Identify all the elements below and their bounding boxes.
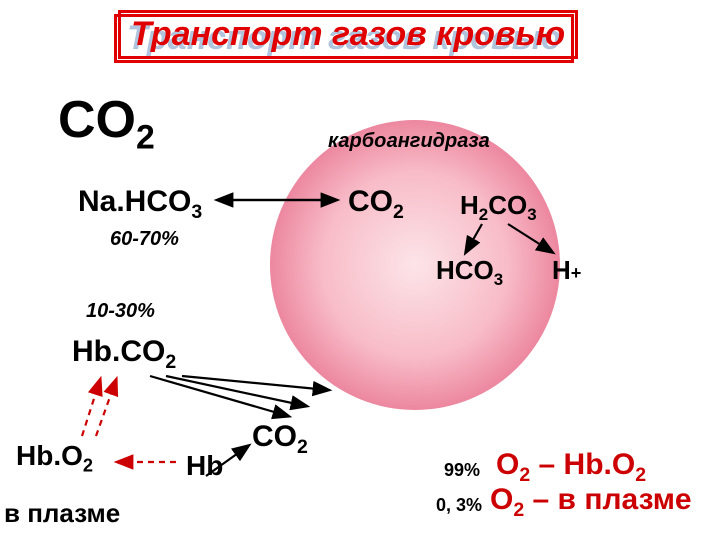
label-hbo2: Hb.O2 [16,440,93,477]
label-hb: Hb [186,450,223,482]
label-pct-99: 99% [444,460,480,481]
title-front: Транспорт газов кровью [118,10,578,59]
label-pct-60-70: 60-70% [110,228,179,251]
label-hplus: H+ [552,255,581,286]
label-o2-plazme: O2 – в плазме [490,483,692,522]
label-pct-03: 0, 3% [436,495,482,516]
label-v-plazme: в плазме [4,498,120,529]
title-front-text: Транспорт газов кровью [131,15,565,53]
label-hco3: HCO3 [436,255,503,290]
label-h2co3: H2CO3 [460,190,537,225]
label-carboanhydrase: карбоангидраза [328,130,490,153]
label-nahco3: Na.HCO3 [78,185,202,224]
label-co2-mid: CO2 [252,420,308,459]
label-pct-10-30: 10-30% [86,300,155,323]
erythrocyte-cell [270,120,560,410]
label-co2-cell: CO2 [348,185,404,224]
label-hbco2: Hb.CO2 [72,335,176,374]
label-o2-hbo2: O2 – Hb.O2 [496,448,646,487]
label-co2-big: CO2 [58,90,155,157]
